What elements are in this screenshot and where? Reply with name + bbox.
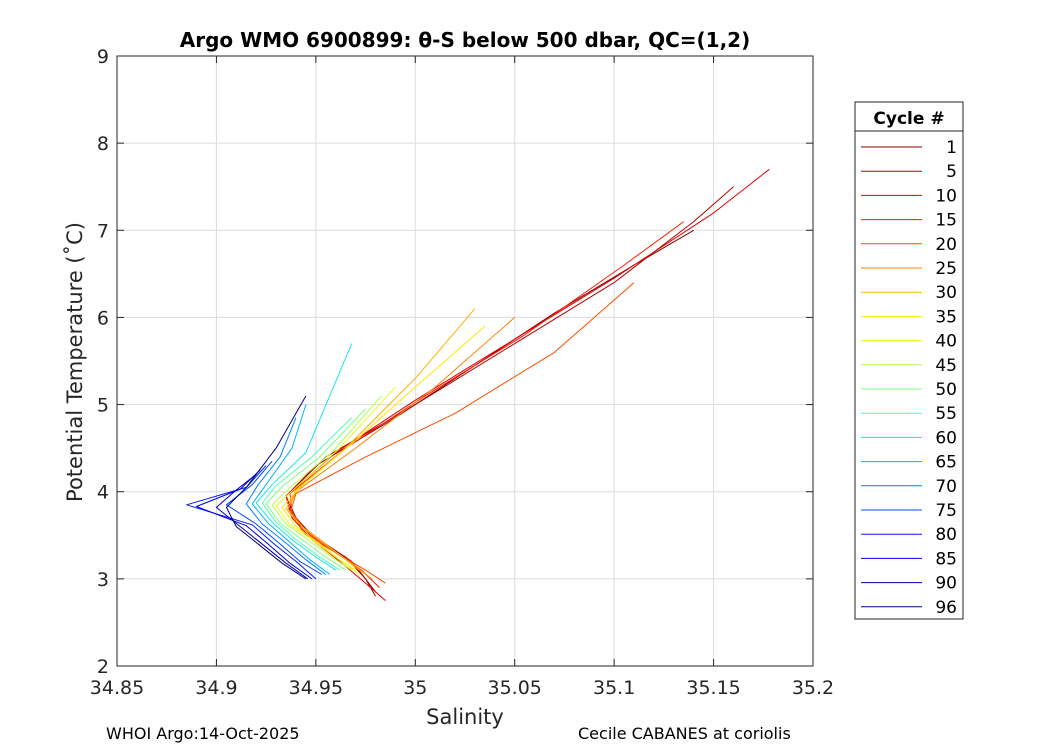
legend-label-10: 50 [935,380,957,400]
plot-area-frame [116,55,814,667]
legend-label-6: 30 [935,283,957,303]
y-tick-label: 6 [97,307,109,329]
y-tick-label: 5 [97,395,109,417]
series-line-9 [271,395,382,571]
series-line-14 [245,417,327,575]
legend-label-3: 15 [935,211,957,231]
series-line-13 [251,404,331,575]
series-line-17 [196,469,313,580]
y-tick-label: 4 [97,482,109,504]
x-axis-label: Salinity [426,705,504,729]
series-line-8 [275,386,396,571]
y-tick-label: 2 [97,656,109,678]
x-tick-label: 34.9 [195,677,237,699]
legend: Cycle # 15101520253035404550556065707580… [854,101,964,620]
y-tick-label: 7 [97,220,109,242]
legend-label-4: 20 [935,235,957,255]
y-axis-ticks: 2 3 4 5 6 7 8 9 [97,46,813,678]
series-line-11 [261,417,353,571]
y-tick-label: 9 [97,46,109,68]
series-line-4 [289,282,635,584]
legend-label-15: 75 [935,501,957,521]
x-tick-label: 35.05 [488,677,542,699]
series-line-2 [285,168,770,601]
series-line-10 [265,408,366,571]
legend-label-17: 85 [935,549,957,569]
legend-label-7: 35 [935,307,957,327]
legend-title: Cycle # [873,109,944,129]
legend-label-5: 25 [935,259,957,279]
footer-credit-right: Cecile CABANES at coriolis [578,724,791,743]
footer-credit-left: WHOI Argo:14-Oct-2025 [106,724,300,743]
legend-label-2: 10 [935,186,957,206]
x-tick-label: 35.15 [686,677,740,699]
x-tick-label: 35 [403,677,427,699]
legend-label-11: 55 [935,404,957,424]
chart-title: Argo WMO 6900899: θ-S below 500 dbar, QC… [180,28,750,52]
series-line-19 [225,395,307,580]
x-axis-ticks: 34.85 34.9 34.95 35 35.05 35.1 35.15 35.2 [90,56,834,699]
legend-label-0: 1 [946,138,957,158]
legend-label-16: 80 [935,525,957,545]
series-line-6 [285,308,476,575]
series-line-15 [225,460,323,575]
series-line-12 [255,343,353,571]
series-layer [186,168,770,601]
x-tick-label: 34.85 [90,677,144,699]
x-tick-label: 34.95 [289,677,343,699]
legend-label-13: 65 [935,453,957,473]
x-tick-label: 35.2 [792,677,834,699]
legend-label-12: 60 [935,428,957,448]
grid [117,56,813,666]
series-line-18 [215,473,309,580]
y-tick-label: 3 [97,569,109,591]
y-axis-label: Potential Temperature (˚C) [63,222,87,502]
legend-label-14: 70 [935,477,957,497]
series-line-5 [287,317,516,580]
legend-label-9: 45 [935,356,957,376]
x-tick-label: 35.1 [593,677,635,699]
legend-box [854,101,964,620]
legend-label-8: 40 [935,332,957,352]
legend-label-1: 5 [946,162,957,182]
y-tick-label: 8 [97,133,109,155]
legend-label-18: 90 [935,574,957,594]
legend-label-19: 96 [935,598,957,618]
series-line-1 [285,186,734,597]
